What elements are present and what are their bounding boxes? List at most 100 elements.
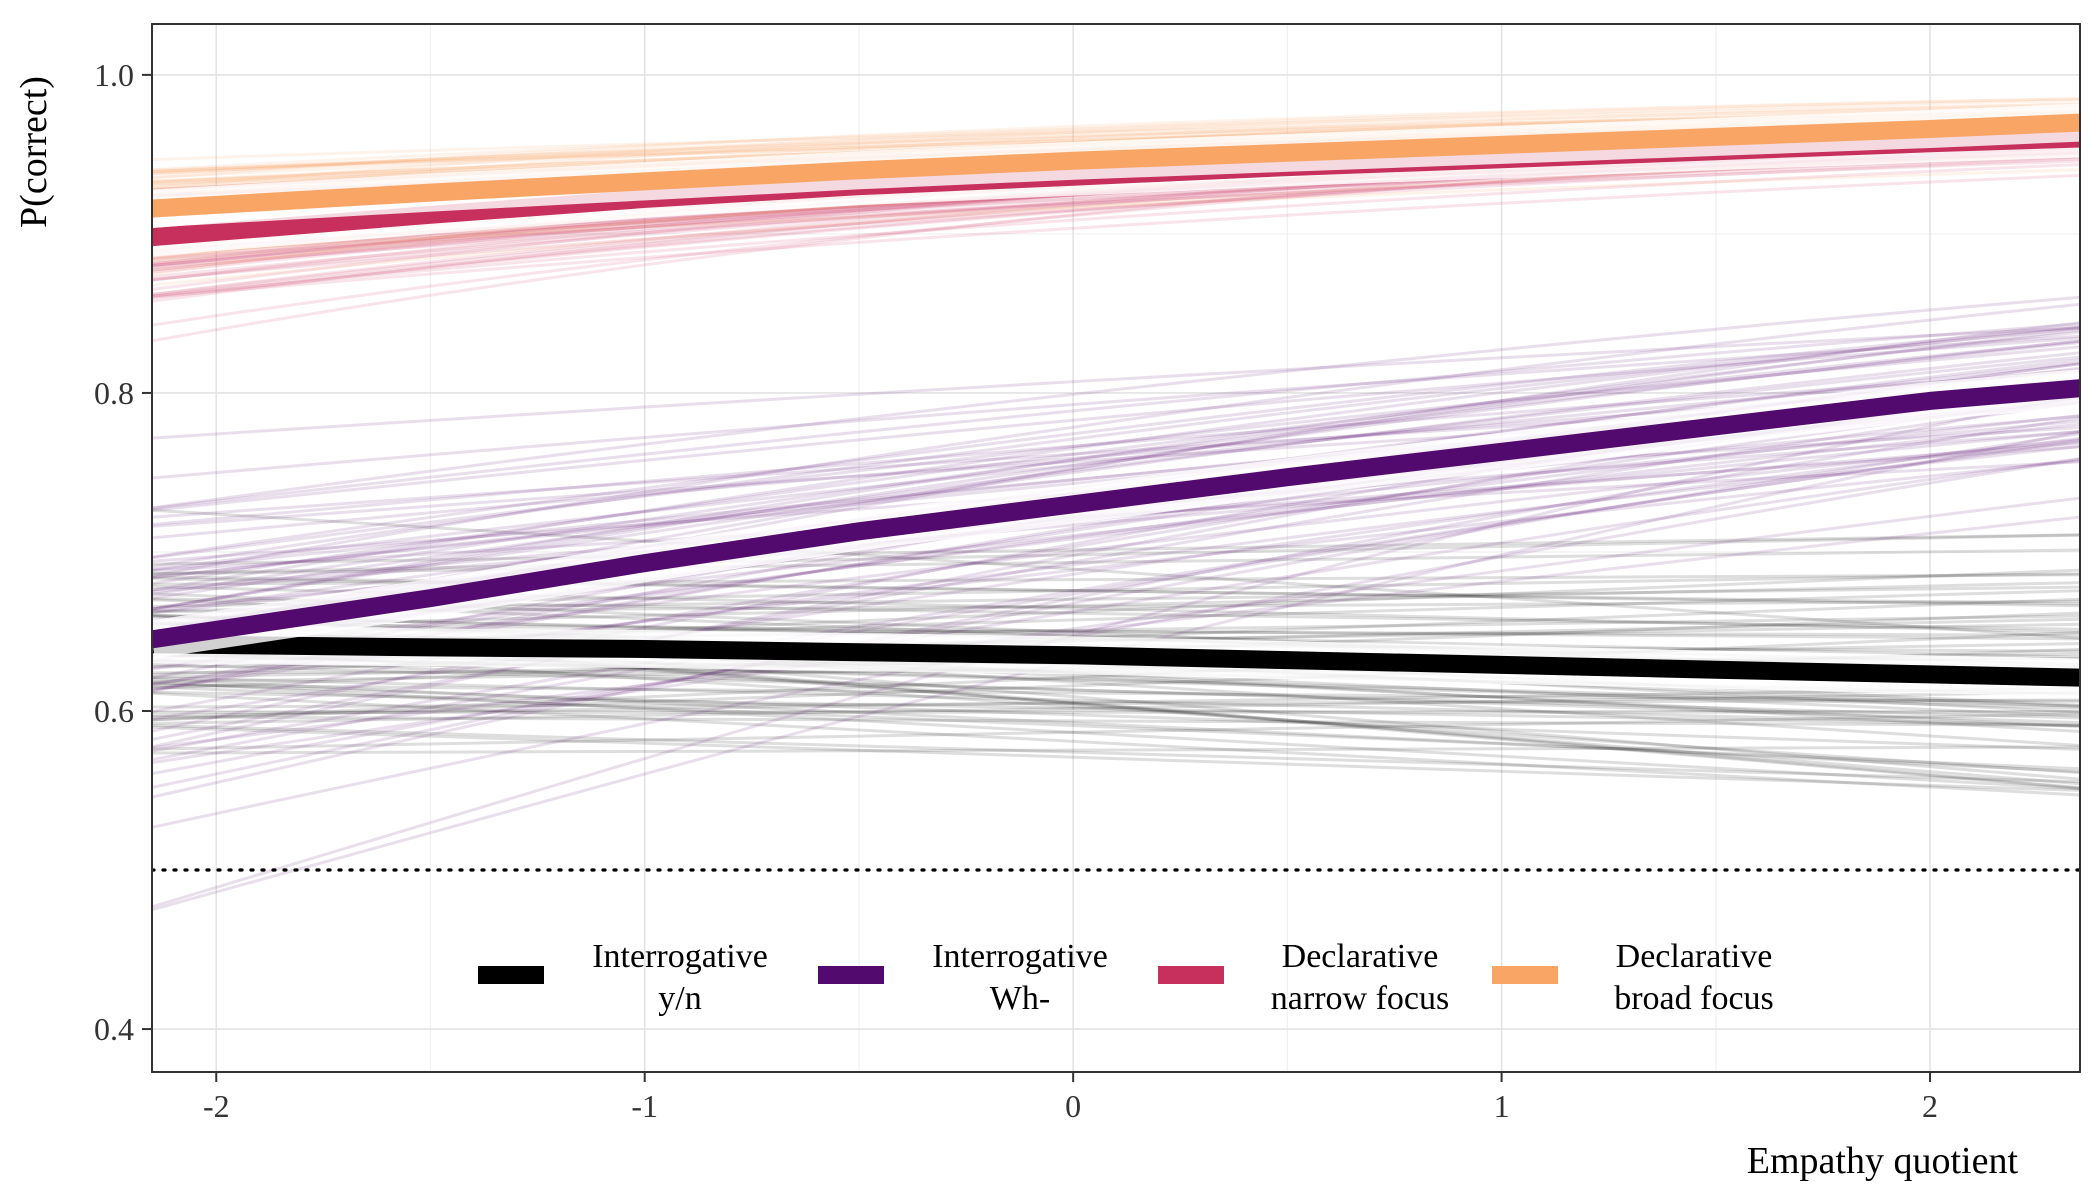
posterior-draw-line (152, 691, 2080, 797)
posterior-draw-line (152, 533, 2080, 566)
posterior-draw-line (152, 725, 2080, 792)
posterior-draw-line (152, 645, 2080, 775)
posterior-draw-line (152, 156, 2080, 269)
legend-label-line: y/n (658, 980, 701, 1017)
legend-key (1492, 966, 1558, 984)
posterior-draw-line (152, 682, 2080, 751)
y-tick-label: 0.6 (94, 693, 134, 729)
posterior-draw-line (152, 368, 2080, 571)
posterior-draw-line (152, 515, 2080, 750)
legend: Interrogative y/n Interrogative Wh- Declarat… (478, 938, 1774, 1017)
posterior-draw-line (152, 325, 2080, 559)
posterior-draw-line (152, 422, 2080, 663)
y-tick-label: 0.8 (94, 375, 134, 411)
posterior-draw-line (152, 355, 2080, 600)
posterior-draw-line (152, 630, 2080, 722)
posterior-draw-line (152, 351, 2080, 611)
x-tick-label: 0 (1065, 1088, 1081, 1124)
posterior-draw-line (152, 98, 2080, 196)
posterior-draw-line (152, 104, 2080, 176)
posterior-draw-line (152, 508, 2080, 640)
posterior-draw-line (152, 663, 2080, 720)
posterior-draw-line (152, 457, 2080, 776)
mean-line-stroke (152, 635, 2080, 687)
posterior-draw-line (152, 322, 2080, 510)
posterior-draw-line (152, 715, 2080, 727)
legend-label-line: Interrogative (592, 938, 768, 975)
posterior-draw-line (152, 157, 2080, 281)
legend-label-line: Declarative (1282, 938, 1439, 975)
legend-label-line: Interrogative (932, 938, 1108, 975)
posterior-draw-line (152, 723, 2080, 784)
legend-item-declarative-narrow-focus: Declarative narrow focus (1158, 938, 1449, 1017)
posterior-draw-line (152, 339, 2080, 611)
mean-line-declarative-broad-focus (152, 103, 2080, 228)
legend-item-interrogative-y-n: Interrogative y/n (478, 938, 768, 1017)
posterior-draw-line (152, 622, 2080, 641)
posterior-draw-line (152, 680, 2080, 791)
posterior-draw-line (152, 533, 2080, 575)
mean-line-interrogative-wh (152, 369, 2080, 659)
legend-item-declarative-broad-focus: Declarative broad focus (1492, 938, 1774, 1017)
posterior-draw-line (152, 581, 2080, 629)
posterior-draw-line (152, 401, 2080, 741)
mean-lines (152, 103, 2080, 697)
posterior-draw-line (152, 336, 2080, 512)
posterior-draw-line (152, 102, 2080, 172)
posterior-draw-line (152, 690, 2080, 728)
posterior-draw-line (152, 341, 2080, 597)
posterior-draw-line (152, 438, 2080, 762)
posterior-draw-line (152, 710, 2080, 714)
posterior-draw-line (152, 97, 2080, 180)
legend-label-line: narrow focus (1271, 980, 1449, 1017)
y-axis-title: P(correct) (13, 76, 55, 228)
x-axis-title: Empathy quotient (1747, 1140, 2019, 1182)
legend-label-line: broad focus (1614, 980, 1774, 1017)
posterior-draw-line (152, 414, 2080, 670)
posterior-draw-line (152, 163, 2080, 298)
posterior-draw-line (152, 326, 2080, 568)
posterior-draw-line (152, 345, 2080, 560)
axes: -2 -1 0 1 2 0.4 0.6 0.8 1.0 (94, 57, 1938, 1124)
y-tick-label: 1.0 (94, 57, 134, 93)
posterior-draw-line (152, 548, 2080, 576)
posterior-draw-line (152, 295, 2080, 510)
posterior-draw-line (152, 690, 2080, 725)
mean-line-stroke (152, 113, 2080, 218)
posterior-draw-line (152, 416, 2080, 799)
plot-border (151, 23, 2081, 1073)
posterior-draw-line (152, 440, 2080, 753)
mean-line-interrogative-y-n (152, 625, 2080, 697)
posterior-draw-line (152, 683, 2080, 703)
posterior-draw-line (152, 685, 2080, 771)
posterior-draw-line (152, 330, 2080, 611)
posterior-draw-line (152, 745, 2080, 755)
x-tick-label: -2 (203, 1088, 230, 1124)
posterior-draw-line (152, 394, 2080, 909)
posterior-draw-line (152, 686, 2080, 718)
posterior-draw-line (152, 159, 2080, 261)
posterior-draw-line (152, 677, 2080, 774)
posterior-draw-line (152, 436, 2080, 721)
x-tick-label: 2 (1922, 1088, 1938, 1124)
posterior-draw-line (152, 325, 2080, 592)
legend-key (1158, 966, 1224, 984)
mean-line-stroke (152, 379, 2080, 649)
posterior-draw-line (152, 370, 2080, 526)
posterior-draw-line (152, 326, 2080, 440)
posterior-draw-line (152, 457, 2080, 829)
posterior-draw-line (152, 302, 2080, 578)
posterior-draw-line (152, 676, 2080, 727)
posterior-draw-line (152, 658, 2080, 725)
x-tick-label: 1 (1494, 1088, 1510, 1124)
posterior-draw-line (152, 334, 2080, 480)
x-tick-label: -1 (631, 1088, 658, 1124)
posterior-draw-line (152, 496, 2080, 765)
legend-key (478, 966, 544, 984)
posterior-draw-line (152, 97, 2080, 190)
posterior-draw-line (152, 168, 2080, 255)
posterior-draw-line (152, 438, 2080, 671)
legend-item-interrogative-wh: Interrogative Wh- (818, 938, 1108, 1017)
legend-key (818, 966, 884, 984)
